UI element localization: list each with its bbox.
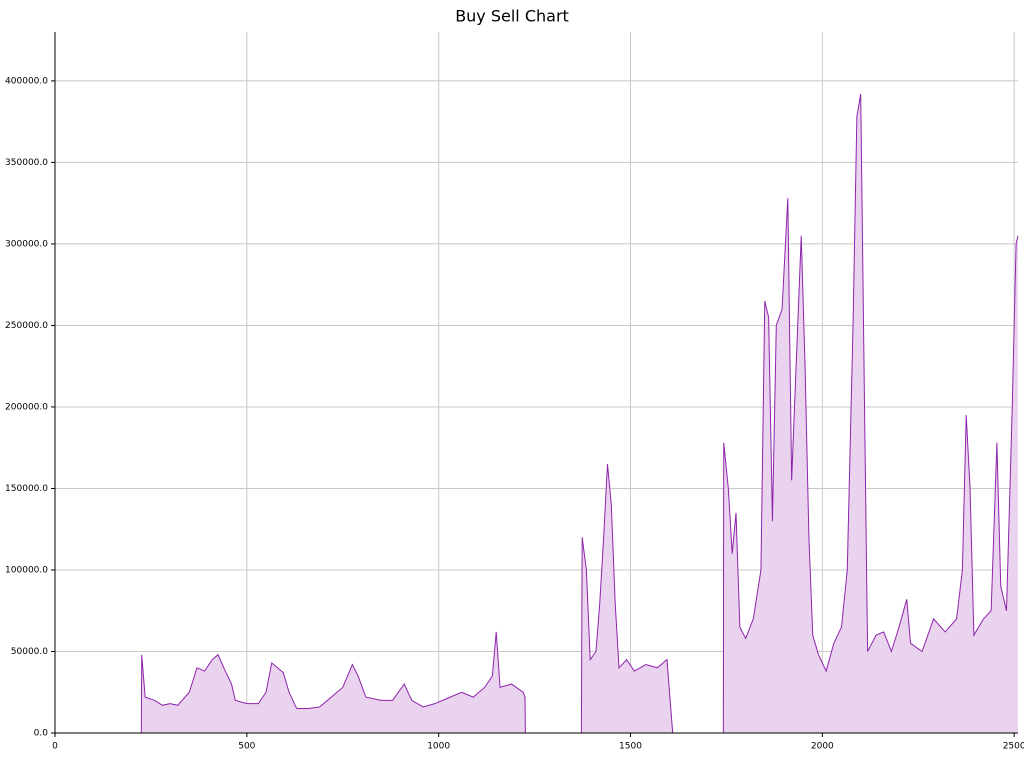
y-tick-label: 0.0 — [34, 729, 49, 739]
x-tick-label: 1500 — [619, 742, 642, 752]
x-tick-label: 1000 — [427, 742, 450, 752]
line — [55, 93, 1019, 734]
y-tick-label: 50000.0 — [11, 647, 48, 657]
y-tick-label: 400000.0 — [5, 76, 48, 86]
y-tick-label: 300000.0 — [5, 239, 48, 249]
y-tick-label: 150000.0 — [5, 484, 48, 494]
y-tick-label: 100000.0 — [5, 565, 48, 575]
x-tick-label: 2000 — [811, 742, 834, 752]
area-fill — [55, 93, 1018, 733]
y-tick-label: 200000.0 — [5, 402, 48, 412]
x-tick-label: 2500 — [1003, 742, 1024, 752]
y-tick-label: 350000.0 — [5, 158, 48, 168]
x-tick-label: 500 — [238, 742, 255, 752]
y-tick-label: 250000.0 — [5, 321, 48, 331]
chart-title: Buy Sell Chart — [455, 7, 569, 26]
x-tick-label: 0 — [52, 742, 58, 752]
